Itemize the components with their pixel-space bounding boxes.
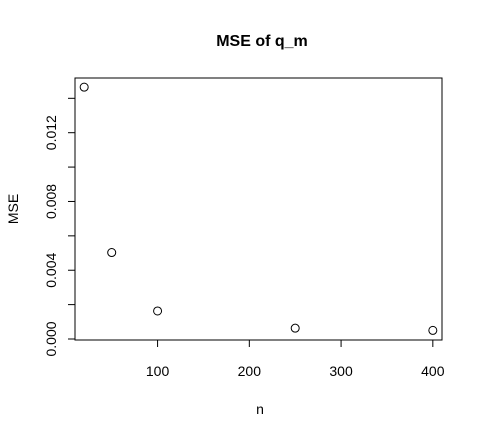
chart-title: MSE of q_m [216, 33, 308, 50]
y-tick-label: 0.012 [43, 115, 59, 150]
data-point [290, 323, 300, 333]
y-tick-label: 0.000 [43, 321, 59, 356]
y-axis-label: MSE [5, 194, 21, 224]
data-point [107, 248, 117, 258]
x-axis: 100 200 300 400 [146, 339, 445, 379]
plot-frame [74, 77, 443, 341]
y-tick-label: 0.004 [43, 253, 59, 288]
x-tick-label: 200 [238, 363, 262, 379]
data-point [153, 306, 163, 316]
data-point [428, 325, 438, 335]
x-tick-label: 100 [146, 363, 170, 379]
x-axis-label: n [256, 401, 264, 417]
x-tick-label: 300 [329, 363, 353, 379]
data-points [79, 82, 438, 335]
y-axis: 0.000 0.004 0.008 0.012 [43, 97, 76, 357]
data-point [79, 82, 89, 92]
y-tick-label: 0.008 [43, 184, 59, 219]
x-tick-label: 400 [421, 363, 445, 379]
